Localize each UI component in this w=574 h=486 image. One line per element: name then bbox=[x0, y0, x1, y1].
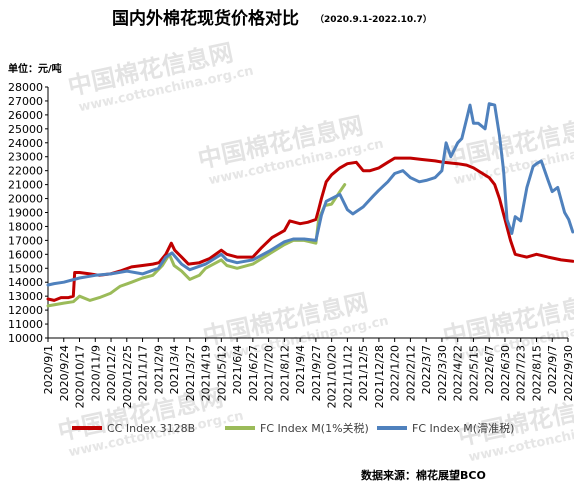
x-tick-label: 2022/6/7 bbox=[483, 345, 496, 394]
legend-label-1: CC Index 3128B bbox=[107, 422, 195, 435]
x-tick-label: 2022/5/15 bbox=[467, 345, 480, 401]
x-tick-label: 2022/3/30 bbox=[436, 345, 449, 401]
x-tick-label: 2020/12/25 bbox=[121, 345, 134, 408]
x-tick-label: 2022/6/30 bbox=[499, 345, 512, 401]
x-tick-label: 2021/9/4 bbox=[294, 345, 307, 394]
x-tick-label: 2020/11/9 bbox=[89, 345, 102, 401]
legend: CC Index 3128B FC Index M(1%关税) FC Index M… bbox=[72, 421, 514, 435]
y-tick-label: 15000 bbox=[8, 262, 43, 275]
y-tick-label: 28000 bbox=[8, 81, 43, 94]
x-tick-label: 2022/1/20 bbox=[389, 345, 402, 401]
y-axis: 1000011000120001300014000150001600017000… bbox=[8, 81, 49, 345]
y-tick-label: 14000 bbox=[8, 276, 43, 289]
y-tick-label: 12000 bbox=[8, 304, 43, 317]
x-tick-label: 2021/10/20 bbox=[326, 345, 339, 408]
x-tick-label: 2021/5/12 bbox=[215, 345, 228, 401]
x-tick-label: 2020/9/24 bbox=[58, 345, 71, 401]
x-tick-label: 2020/10/17 bbox=[74, 345, 87, 408]
legend-label-3: FC Index M(滑准税) bbox=[412, 421, 514, 435]
x-tick-label: 2021/8/12 bbox=[278, 345, 291, 401]
x-tick-label: 2021/6/27 bbox=[247, 345, 260, 401]
x-tick-label: 2020/12/2 bbox=[105, 345, 118, 401]
x-tick-label: 2022/8/15 bbox=[530, 345, 543, 401]
x-tick-label: 2022/9/7 bbox=[546, 345, 559, 394]
x-tick-label: 2020/9/1 bbox=[42, 345, 55, 394]
y-tick-label: 13000 bbox=[8, 290, 43, 303]
x-tick-label: 2021/6/4 bbox=[231, 345, 244, 394]
y-tick-label: 25000 bbox=[8, 123, 43, 136]
x-tick-label: 2021/12/5 bbox=[357, 345, 370, 401]
x-tick-label: 2022/2/12 bbox=[404, 345, 417, 401]
x-tick-label: 2022/4/22 bbox=[452, 345, 465, 401]
x-axis: 2020/9/1 2020/9/24 2020/10/17 2020/11/9 2020… bbox=[42, 337, 574, 408]
y-tick-label: 22000 bbox=[8, 165, 43, 178]
x-tick-label: 2021/7/20 bbox=[263, 345, 276, 401]
y-tick-label: 18000 bbox=[8, 220, 43, 233]
chart-title: 国内外棉花现货价格对比 bbox=[112, 8, 299, 29]
y-tick-label: 27000 bbox=[8, 95, 43, 108]
x-tick-label: 2021/4/19 bbox=[200, 345, 213, 401]
chart-subtitle: （2020.9.1-2022.10.7） bbox=[315, 14, 432, 25]
x-tick-label: 2022/9/30 bbox=[562, 345, 574, 401]
series-line-1 bbox=[46, 156, 574, 302]
y-tick-label: 23000 bbox=[8, 151, 43, 164]
unit-label: 单位：元/吨 bbox=[8, 62, 62, 75]
plot-lines bbox=[46, 102, 574, 308]
y-tick-label: 20000 bbox=[8, 193, 43, 206]
series-line-3 bbox=[46, 102, 574, 287]
legend-label-2: FC Index M(1%关税) bbox=[260, 421, 369, 435]
source-label: 数据来源：棉花展望BCO bbox=[361, 468, 486, 482]
y-tick-label: 10000 bbox=[8, 332, 43, 345]
x-tick-label: 2021/1/17 bbox=[137, 345, 150, 401]
y-tick-label: 11000 bbox=[8, 318, 43, 331]
y-tick-label: 16000 bbox=[8, 248, 43, 261]
x-tick-label: 2022/7/23 bbox=[515, 345, 528, 401]
x-tick-label: 2022/3/7 bbox=[420, 345, 433, 394]
x-tick-label: 2021/12/28 bbox=[373, 345, 386, 408]
series-line-2 bbox=[46, 183, 347, 308]
y-tick-label: 19000 bbox=[8, 207, 43, 220]
y-tick-label: 24000 bbox=[8, 137, 43, 150]
x-tick-label: 2021/9/27 bbox=[310, 345, 323, 401]
x-tick-label: 2021/3/4 bbox=[168, 345, 181, 394]
y-tick-label: 26000 bbox=[8, 109, 43, 122]
y-tick-label: 21000 bbox=[8, 179, 43, 192]
x-tick-label: 2021/2/9 bbox=[152, 345, 165, 394]
y-tick-label: 17000 bbox=[8, 234, 43, 247]
x-tick-label: 2021/11/12 bbox=[341, 345, 354, 408]
x-tick-label: 2021/3/27 bbox=[184, 345, 197, 401]
